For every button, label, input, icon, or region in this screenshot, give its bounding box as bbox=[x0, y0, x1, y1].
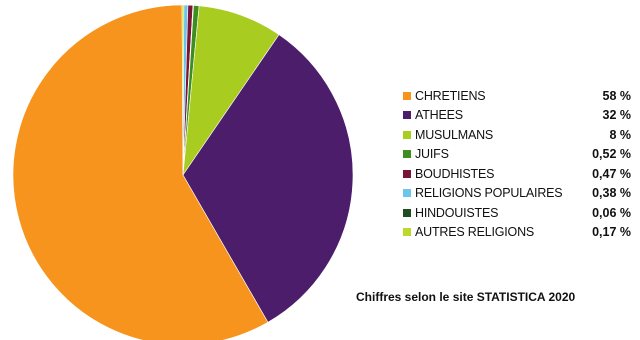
legend-item: CHRETIENS 58 % bbox=[403, 86, 633, 106]
legend-label: ATHEES bbox=[415, 108, 463, 123]
legend-value: 32 % bbox=[602, 108, 632, 123]
legend: CHRETIENS 58 % ATHEES 32 % MUSULMANS 8 % JUIFS… bbox=[403, 86, 633, 242]
legend-swatch bbox=[403, 111, 411, 120]
legend-value: 0,06 % bbox=[592, 205, 631, 220]
pie-slice-athees bbox=[182, 34, 354, 323]
legend-item: RELIGIONS POPULAIRES 0,38 % bbox=[403, 184, 633, 204]
legend-swatch bbox=[403, 169, 411, 178]
legend-swatch bbox=[403, 208, 411, 217]
legend-swatch bbox=[403, 228, 411, 237]
legend-value: 8 % bbox=[609, 127, 631, 142]
legend-value: 0,38 % bbox=[592, 186, 631, 201]
legend-item: MUSULMANS 8 % bbox=[403, 125, 633, 145]
legend-value: 0,52 % bbox=[592, 147, 631, 162]
legend-label: JUIFS bbox=[415, 147, 449, 162]
legend-label: AUTRES RELIGIONS bbox=[415, 225, 535, 240]
legend-swatch bbox=[403, 130, 411, 139]
legend-label: MUSULMANS bbox=[415, 127, 494, 142]
legend-value: 0,47 % bbox=[592, 166, 631, 181]
legend-item: JUIFS 0,52 % bbox=[403, 145, 633, 165]
legend-label: CHRETIENS bbox=[415, 88, 486, 103]
legend-swatch bbox=[403, 150, 411, 159]
legend-item: ATHEES 32 % bbox=[403, 106, 633, 126]
legend-item: HINDOUISTES 0,06 % bbox=[403, 203, 633, 223]
legend-swatch bbox=[403, 91, 411, 100]
legend-label: HINDOUISTES bbox=[415, 205, 499, 220]
pie-slice-autres-religions bbox=[181, 4, 185, 176]
legend-item: BOUDHISTES 0,47 % bbox=[403, 164, 633, 184]
legend-swatch bbox=[403, 189, 411, 198]
pie-slice-chretiens bbox=[12, 4, 269, 340]
legend-value: 0,17 % bbox=[592, 225, 631, 240]
legend-value: 58 % bbox=[602, 88, 632, 103]
legend-label: RELIGIONS POPULAIRES bbox=[415, 186, 563, 201]
legend-label: BOUDHISTES bbox=[415, 166, 495, 181]
legend-item: AUTRES RELIGIONS 0,17 % bbox=[403, 223, 633, 243]
source-note: Chiffres selon le site STATISTICA 2020 bbox=[356, 290, 576, 304]
